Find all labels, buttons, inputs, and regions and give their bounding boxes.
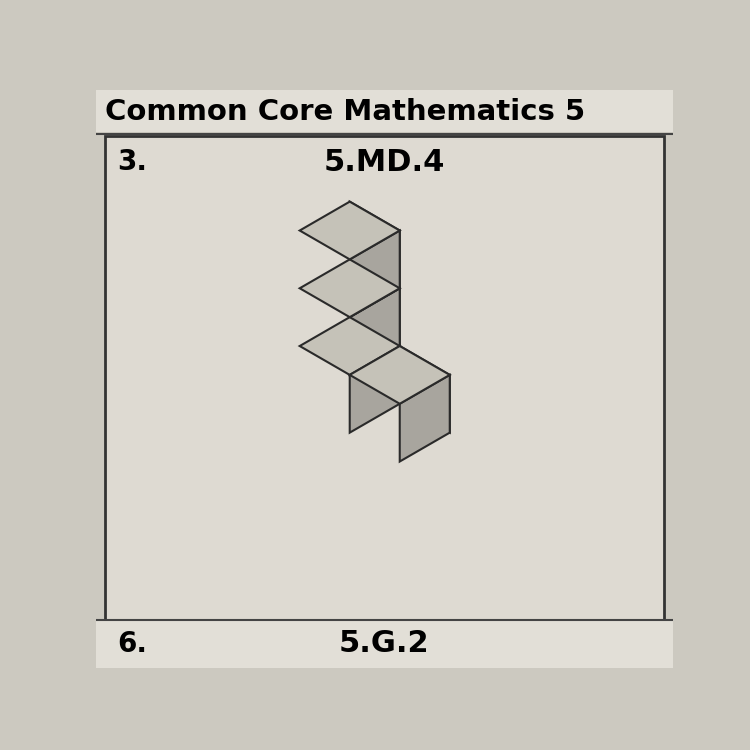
Text: Common Core Mathematics 5: Common Core Mathematics 5	[105, 98, 585, 125]
Polygon shape	[400, 346, 450, 433]
Polygon shape	[350, 230, 400, 317]
Polygon shape	[350, 260, 400, 346]
Polygon shape	[350, 288, 400, 375]
Bar	[96, 620, 674, 668]
Polygon shape	[350, 346, 450, 404]
Polygon shape	[350, 202, 400, 288]
Polygon shape	[350, 346, 400, 433]
Text: 6.: 6.	[117, 630, 147, 658]
Polygon shape	[300, 202, 400, 260]
Text: 3.: 3.	[117, 148, 147, 176]
Bar	[96, 90, 674, 132]
Polygon shape	[300, 260, 400, 317]
Bar	[105, 136, 664, 621]
Polygon shape	[300, 317, 400, 375]
Polygon shape	[350, 317, 400, 404]
Text: 5.MD.4: 5.MD.4	[324, 148, 445, 177]
Text: 5.G.2: 5.G.2	[339, 629, 430, 658]
Polygon shape	[400, 375, 450, 461]
